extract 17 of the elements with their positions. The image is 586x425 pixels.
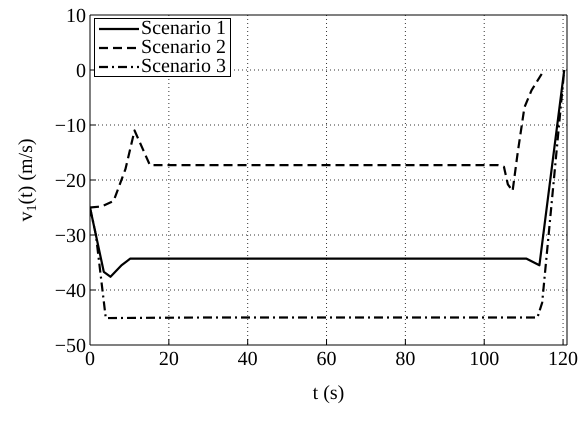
y-tick-label: −40	[54, 280, 86, 302]
x-tick-label: 80	[395, 348, 416, 370]
y-tick-label: 0	[76, 60, 86, 82]
x-tick-label: 60	[316, 348, 337, 370]
y-tick-label: −50	[54, 335, 86, 358]
y-tick-label: 10	[66, 5, 86, 28]
x-tick-label: 40	[238, 348, 258, 370]
y-tick-label: −10	[54, 115, 86, 138]
x-tick-label: 100	[469, 348, 500, 370]
legend-label: Scenario 1	[141, 17, 226, 39]
legend-label: Scenario 3	[141, 55, 226, 77]
x-tick-label: 20	[158, 348, 179, 370]
x-tick-label: 120	[548, 348, 578, 370]
y-tick-label: −30	[54, 225, 86, 248]
legend-label: Scenario 2	[141, 36, 226, 58]
x-axis-title: t (s)	[312, 382, 344, 404]
y-tick-label: −20	[54, 170, 86, 192]
